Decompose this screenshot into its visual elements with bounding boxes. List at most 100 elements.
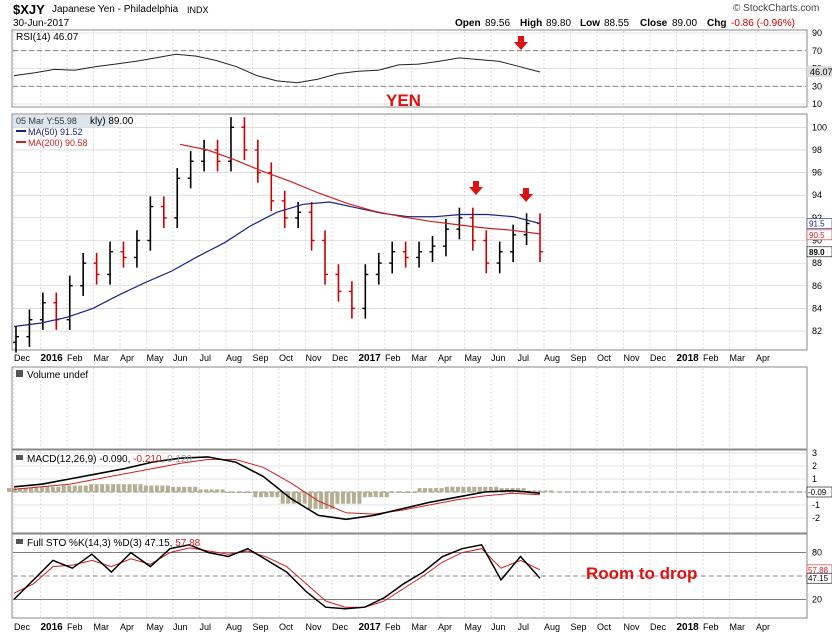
macd-histogram-bar bbox=[286, 492, 291, 504]
macd-histogram-bar bbox=[477, 486, 482, 492]
price-tick-label: 96 bbox=[812, 168, 822, 178]
macd-title-hist: , 0.120 bbox=[162, 454, 193, 465]
date-tick-label: Jun bbox=[173, 353, 188, 363]
macd-histogram-bar bbox=[340, 492, 345, 504]
date-tick-label: 2016 bbox=[41, 353, 64, 364]
date-tick-label: 2016 bbox=[41, 622, 64, 633]
rsi-line bbox=[13, 53, 541, 84]
price-right-value-box bbox=[806, 246, 832, 258]
price-tick-label: 94 bbox=[812, 190, 822, 200]
date-tick-label: Jun bbox=[173, 622, 188, 632]
sto-right-value: 47.15 bbox=[808, 574, 829, 583]
macd-histogram-bar bbox=[198, 489, 203, 492]
macd-histogram-bar bbox=[297, 492, 302, 504]
macd-histogram-bar bbox=[143, 485, 148, 492]
rsi-tick-label: 90 bbox=[812, 28, 822, 38]
sto-title-main: Full STO %K(14,3) %D(3) 47.15, bbox=[27, 538, 175, 549]
macd-histogram-bar bbox=[138, 484, 143, 492]
ma50-legend: MA(50) 91.52 bbox=[28, 127, 83, 137]
macd-title-main: MACD(12,26,9) -0.090, bbox=[27, 454, 133, 465]
macd-title: MACD(12,26,9) -0.090, -0.210, 0.120 bbox=[27, 454, 193, 465]
macd-histogram-bar bbox=[494, 486, 499, 492]
macd-histogram-bar bbox=[390, 492, 395, 493]
macd-histogram-bar bbox=[362, 492, 367, 498]
date-tick-label: Sep bbox=[571, 622, 587, 632]
date-tick-label: Nov bbox=[624, 622, 641, 632]
macd-histogram-bar bbox=[204, 489, 209, 492]
macd-histogram-bar bbox=[67, 485, 72, 492]
close-value: 89.00 bbox=[672, 18, 698, 29]
sto-tick-label: 20 bbox=[812, 594, 822, 604]
macd-histogram-bar bbox=[242, 492, 247, 493]
macd-histogram-bar bbox=[280, 492, 285, 504]
macd-histogram-bar bbox=[538, 490, 542, 492]
macd-histogram-bar bbox=[149, 485, 154, 492]
macd-histogram-bar bbox=[89, 484, 94, 492]
date-tick-label: Jul bbox=[518, 353, 530, 363]
macd-histogram-bar bbox=[127, 484, 132, 492]
price-right-value-box bbox=[806, 218, 832, 229]
macd-histogram-bar bbox=[455, 486, 460, 492]
macd-histogram-bar bbox=[72, 485, 77, 492]
macd-histogram-bar bbox=[269, 492, 274, 498]
macd-histogram-bar bbox=[258, 492, 263, 498]
macd-histogram-bar bbox=[176, 486, 181, 492]
date-tick-label: Mar bbox=[412, 622, 428, 632]
sto-k-line bbox=[13, 543, 541, 610]
macd-histogram-bar bbox=[225, 492, 230, 493]
macd-histogram-bar bbox=[100, 484, 105, 492]
date-tick-label: Sep bbox=[571, 353, 587, 363]
macd-signal-line bbox=[13, 459, 541, 515]
macd-histogram-bar bbox=[308, 492, 313, 509]
macd-histogram-bar bbox=[83, 485, 88, 492]
date-tick-label: Jul bbox=[200, 622, 212, 632]
macd-histogram-bar bbox=[182, 486, 187, 492]
macd-histogram-bar bbox=[319, 492, 324, 509]
macd-last-value: -0.09 bbox=[808, 488, 827, 497]
brand: © StockCharts.com bbox=[733, 3, 820, 14]
macd-histogram-bar bbox=[116, 484, 121, 492]
ma200-line bbox=[179, 143, 541, 235]
date-tick-label: Mar bbox=[94, 353, 110, 363]
price-tick-label: 82 bbox=[812, 326, 822, 336]
down-arrow-annotation bbox=[514, 36, 528, 50]
date-tick-label: Oct bbox=[597, 622, 612, 632]
date-tick-label: Apr bbox=[756, 353, 770, 363]
date-tick-label: Apr bbox=[120, 353, 134, 363]
macd-histogram-bar bbox=[220, 489, 225, 492]
macd-tick-label: -1 bbox=[812, 500, 820, 510]
macd-histogram-bar bbox=[505, 488, 510, 492]
macd-histogram-bar bbox=[209, 489, 214, 492]
date-tick-label: May bbox=[465, 353, 483, 363]
macd-histogram-bar bbox=[165, 485, 170, 492]
price-right-value: 89.0 bbox=[809, 248, 825, 257]
macd-histogram-bar bbox=[450, 486, 455, 492]
chart-marks bbox=[7, 36, 553, 610]
down-arrow-annotation bbox=[469, 181, 483, 195]
macd-histogram-bar bbox=[45, 486, 50, 492]
macd-histogram-bar bbox=[543, 490, 548, 492]
macd-histogram-bar bbox=[275, 492, 280, 498]
sto-title: Full STO %K(14,3) %D(3) 47.15, 57.88 bbox=[27, 538, 201, 549]
macd-histogram-bar bbox=[516, 488, 521, 492]
macd-histogram-bar bbox=[253, 492, 258, 498]
date-tick-label: Sep bbox=[253, 622, 269, 632]
rsi-tick-label: 30 bbox=[812, 81, 822, 91]
macd-histogram-bar bbox=[428, 488, 433, 492]
date-tick-label: Dec bbox=[650, 622, 667, 632]
date-tick-label: Sep bbox=[253, 353, 269, 363]
price-right-value: 91.5 bbox=[809, 220, 825, 229]
date-tick-label: Feb bbox=[67, 353, 83, 363]
macd-histogram-bar bbox=[247, 492, 252, 493]
date-tick-label: Nov bbox=[306, 622, 323, 632]
price-tick-label: 86 bbox=[812, 281, 822, 291]
macd-histogram-bar bbox=[434, 488, 439, 492]
date-tick-label: Aug bbox=[226, 622, 242, 632]
price-tick-label: 92 bbox=[812, 213, 822, 223]
date-tick-label: Aug bbox=[544, 622, 560, 632]
high-value: 89.80 bbox=[546, 18, 572, 29]
date-tick-label: 2017 bbox=[359, 622, 382, 633]
date-tick-label: Mar bbox=[94, 622, 110, 632]
macd-histogram-bar bbox=[61, 485, 66, 492]
ma50-line bbox=[13, 201, 541, 328]
